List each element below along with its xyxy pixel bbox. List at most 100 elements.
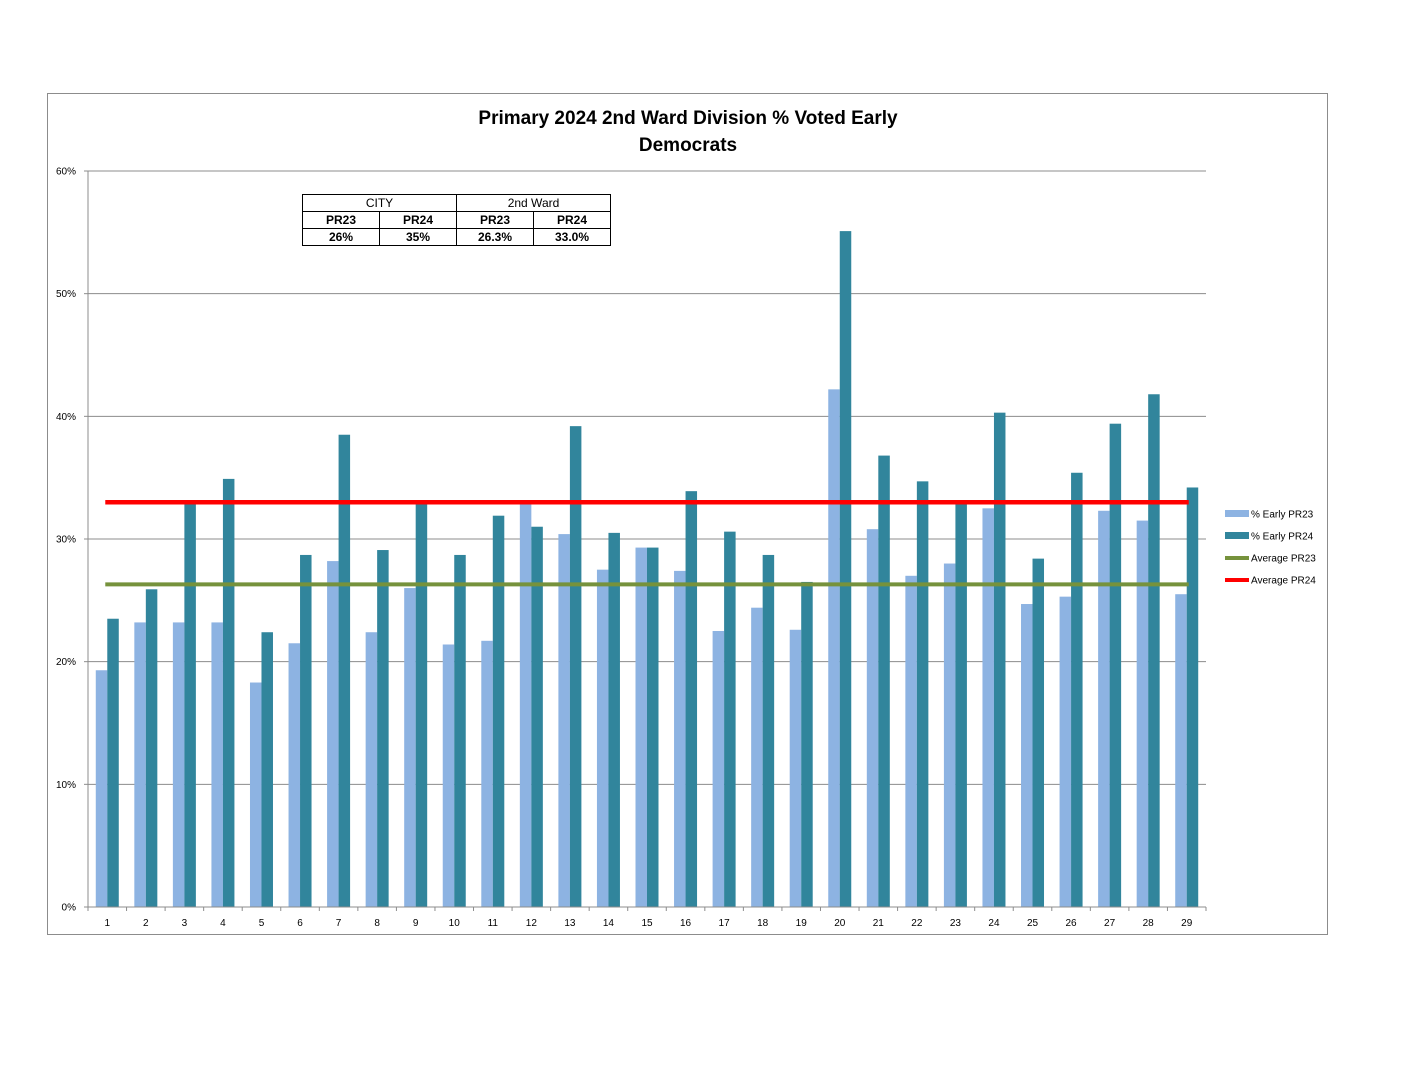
bar-pr23 — [1136, 520, 1149, 907]
summary-table: CITY 2nd Ward PR23 PR24 PR23 PR24 26% 35… — [302, 194, 611, 246]
y-tick-label: 0% — [62, 903, 77, 914]
x-tick-label: 8 — [374, 918, 380, 929]
bar-pr24 — [454, 554, 466, 907]
bar-pr24 — [839, 231, 852, 907]
legend-label: Average PR24 — [1251, 576, 1316, 587]
x-tick-label: 5 — [259, 918, 265, 929]
bar-pr24 — [261, 632, 273, 907]
bar-pr24 — [531, 526, 543, 907]
x-tick-label: 26 — [1066, 918, 1078, 929]
group-2nd-ward-label: 2nd Ward — [456, 194, 611, 212]
x-tick-label: 1 — [104, 918, 110, 929]
x-tick-label: 12 — [526, 918, 538, 929]
x-tick-label: 10 — [449, 918, 461, 929]
y-tick-label: 30% — [56, 535, 76, 546]
x-tick-label: 24 — [988, 918, 1000, 929]
x-tick-label: 11 — [488, 918, 499, 929]
bar-pr23 — [789, 629, 802, 907]
bar-pr23 — [712, 631, 725, 907]
bar-pr24 — [300, 554, 312, 907]
x-tick-label: 28 — [1143, 918, 1155, 929]
bar-pr23 — [866, 529, 879, 907]
bar-pr24 — [993, 412, 1006, 907]
x-tick-label: 29 — [1181, 918, 1193, 929]
bar-pr24 — [1032, 558, 1045, 907]
x-tick-label: 4 — [220, 918, 226, 929]
bar-pr24 — [1109, 423, 1122, 907]
legend: % Early PR23 % Early PR24 Average PR23 Aver… — [1225, 510, 1316, 587]
chart-frame: Primary 2024 2nd Ward Division % Voted E… — [47, 93, 1328, 935]
bar-pr24 — [685, 491, 698, 907]
bar-pr23 — [1059, 596, 1072, 907]
ward-pr24-value: 33.0% — [533, 228, 611, 246]
bar-pr24 — [107, 618, 119, 907]
x-tick-label: 27 — [1104, 918, 1116, 929]
y-tick-label: 60% — [56, 167, 76, 178]
x-tick-label: 20 — [834, 918, 846, 929]
y-tick-label: 10% — [56, 780, 76, 791]
bar-pr23 — [1098, 510, 1110, 907]
x-tick-label: 16 — [680, 918, 692, 929]
x-tick-label: 6 — [297, 918, 303, 929]
x-tick-label: 7 — [336, 918, 342, 929]
bar-pr23 — [635, 547, 647, 907]
legend-label: Average PR23 — [1251, 554, 1316, 565]
x-tick-label: 15 — [641, 918, 653, 929]
group-city-label: CITY — [302, 194, 457, 212]
x-tick-label: 21 — [873, 918, 885, 929]
bar-pr23 — [519, 502, 532, 907]
lines-layer — [105, 499, 1189, 587]
bar-pr24 — [338, 434, 351, 907]
x-tick-label: 25 — [1027, 918, 1039, 929]
bar-pr23 — [327, 561, 339, 907]
bar-pr23 — [596, 569, 609, 907]
x-tick-label: 18 — [757, 918, 769, 929]
x-tick-label: 13 — [564, 918, 576, 929]
bar-pr23 — [211, 622, 223, 907]
ward-pr23-header: PR23 — [456, 211, 534, 229]
bar-pr23 — [1021, 604, 1033, 907]
city-pr23-value: 26% — [302, 228, 380, 246]
bar-pr23 — [481, 640, 493, 907]
bar-pr24 — [801, 581, 813, 907]
y-tick-label: 40% — [56, 412, 76, 423]
x-tick-label: 19 — [796, 918, 808, 929]
bar-pr23 — [1175, 594, 1187, 907]
x-tick-label: 17 — [719, 918, 731, 929]
bar-pr24 — [1186, 487, 1199, 907]
legend-label: % Early PR24 — [1251, 532, 1314, 543]
chart-svg: Primary 2024 2nd Ward Division % Voted E… — [56, 108, 1316, 929]
bar-pr23 — [943, 563, 956, 907]
summary-group-row: CITY 2nd Ward — [302, 194, 611, 212]
bar-pr24 — [145, 589, 158, 907]
x-tick-label: 23 — [950, 918, 962, 929]
bar-pr24 — [1071, 472, 1083, 907]
bar-pr23 — [134, 622, 146, 907]
bar-pr23 — [288, 643, 301, 907]
bar-pr24 — [184, 502, 196, 907]
bar-pr24 — [492, 515, 505, 907]
legend-swatch — [1225, 510, 1249, 517]
ward-pr24-header: PR24 — [533, 211, 611, 229]
city-pr24-value: 35% — [379, 228, 457, 246]
bar-pr23 — [404, 588, 416, 907]
bar-pr23 — [365, 632, 378, 907]
bar-pr23 — [442, 644, 455, 907]
bar-pr23 — [172, 622, 185, 907]
city-pr23-header: PR23 — [302, 211, 380, 229]
chart-subtitle: Democrats — [639, 135, 737, 156]
bar-pr23 — [95, 670, 108, 907]
x-tick-label: 14 — [603, 918, 615, 929]
bar-pr23 — [558, 534, 570, 907]
bar-pr24 — [647, 547, 659, 907]
y-tick-label: 50% — [56, 289, 76, 300]
bar-pr23 — [751, 607, 763, 907]
bar-pr23 — [905, 575, 917, 907]
bar-pr23 — [674, 570, 686, 907]
axis-layer: 0%10%20%30%40%50%60%1 2 3 4 5 6 7 8 9 10 11 12 13 14 1… — [56, 167, 1207, 929]
bar-pr24 — [608, 532, 620, 907]
bar-pr24 — [377, 550, 389, 907]
summary-value-row: 26% 35% 26.3% 33.0% — [302, 228, 611, 246]
legend-swatch — [1225, 532, 1249, 539]
bar-pr24 — [762, 554, 775, 907]
